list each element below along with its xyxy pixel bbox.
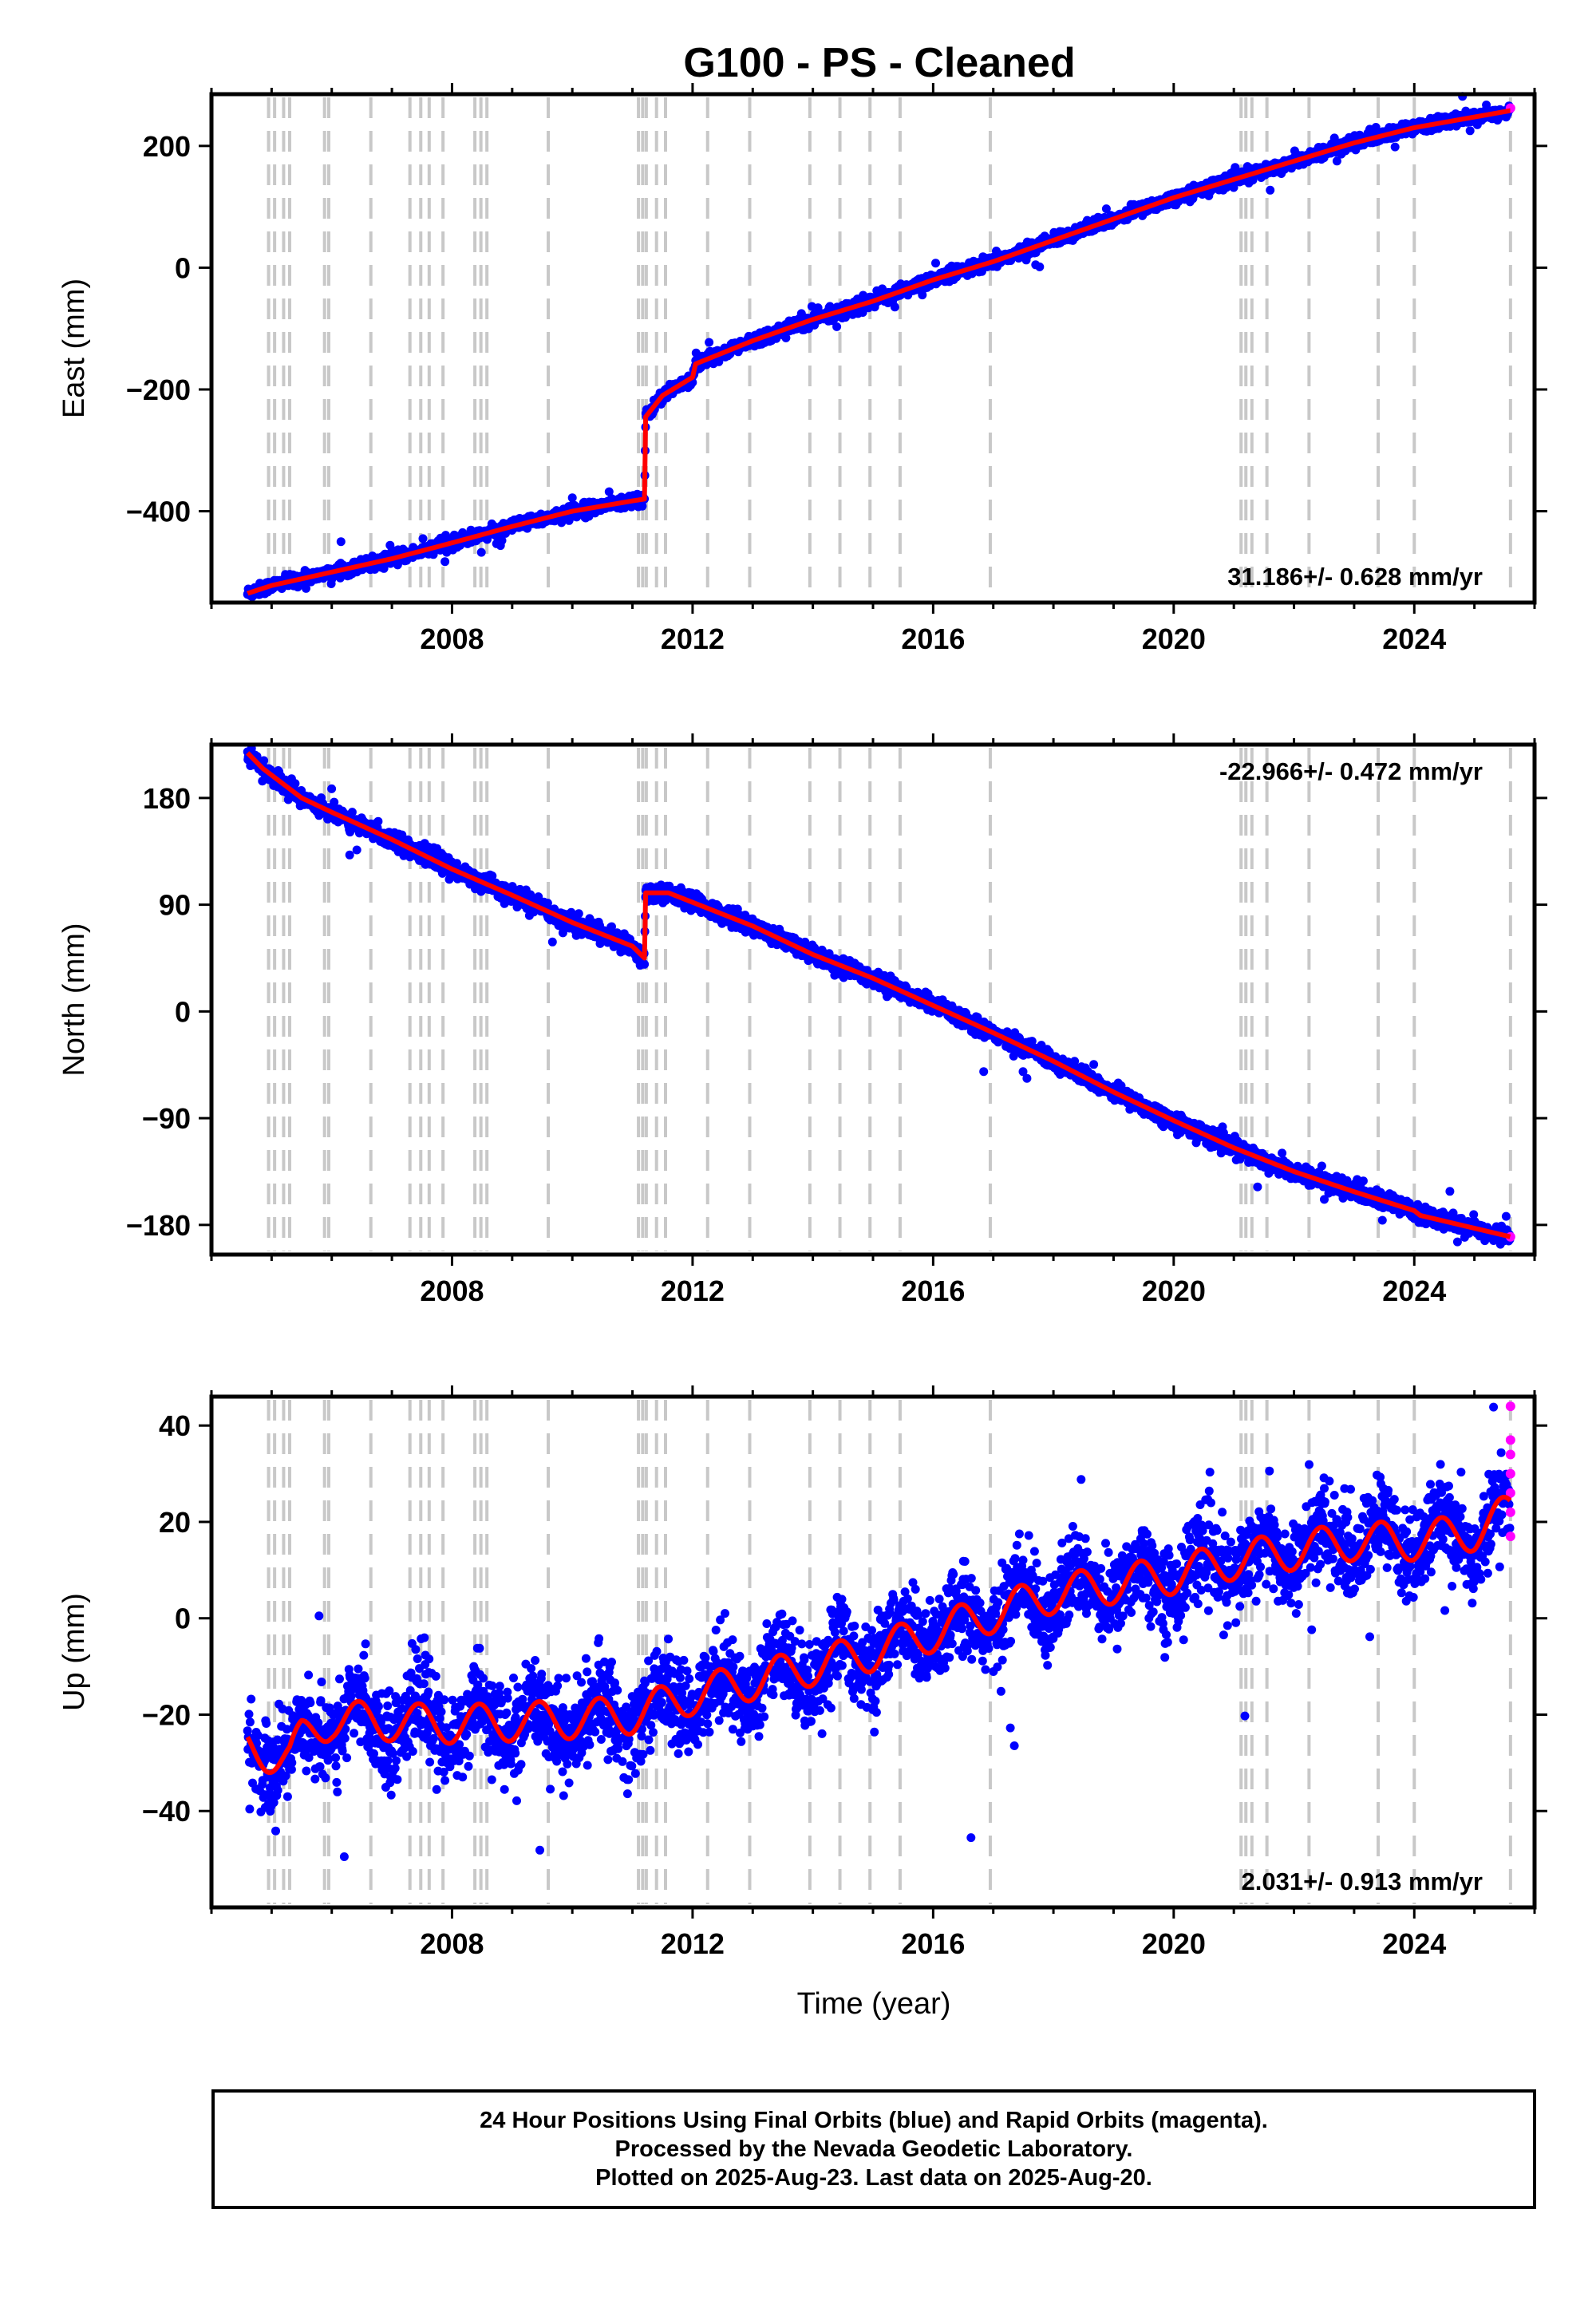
y-tick-label: 200 [143,130,191,163]
data-point [1266,185,1275,195]
y-tick-label: −200 [126,373,191,406]
final-orbit-points [243,92,1515,602]
x-tick-label: 2020 [1142,622,1206,655]
data-point [373,816,383,826]
data-point [497,536,507,545]
data-point [345,850,354,860]
figure-title: G100 - PS - Cleaned [683,40,1075,86]
data-point [547,937,557,947]
y-tick-label: 0 [175,251,191,284]
data-point [931,259,940,268]
data-point [440,557,450,567]
model-line [245,108,1513,596]
x-tick-label: 2016 [901,622,965,655]
data-point [574,909,583,919]
data-point [327,784,337,793]
final-orbit-points [243,744,1515,1249]
data-point [567,493,577,503]
data-point [476,547,486,557]
data-point [1390,142,1400,152]
east-panel: 2008 2012 2016 2020 2024 200 0 −200 −400 East (mm… [57,83,1547,655]
data-point [890,302,899,312]
data-point [352,845,361,855]
data-point [1465,126,1475,136]
y-tick-label: −400 [126,496,191,528]
data-point [336,537,346,547]
data-point [705,338,714,347]
x-tick-label: 2008 [420,622,484,655]
data-point [1035,262,1045,271]
data-point [418,534,428,543]
data-point [832,322,842,331]
y-axis-label: East (mm) [57,279,91,418]
x-tick-label: 2012 [661,622,725,655]
data-point [290,779,300,788]
x-tick-label: 2024 [1382,622,1446,655]
rate-label: 31.186+/- 0.628 mm/yr [1227,563,1483,591]
data-point [640,959,650,969]
data-point [302,583,310,593]
